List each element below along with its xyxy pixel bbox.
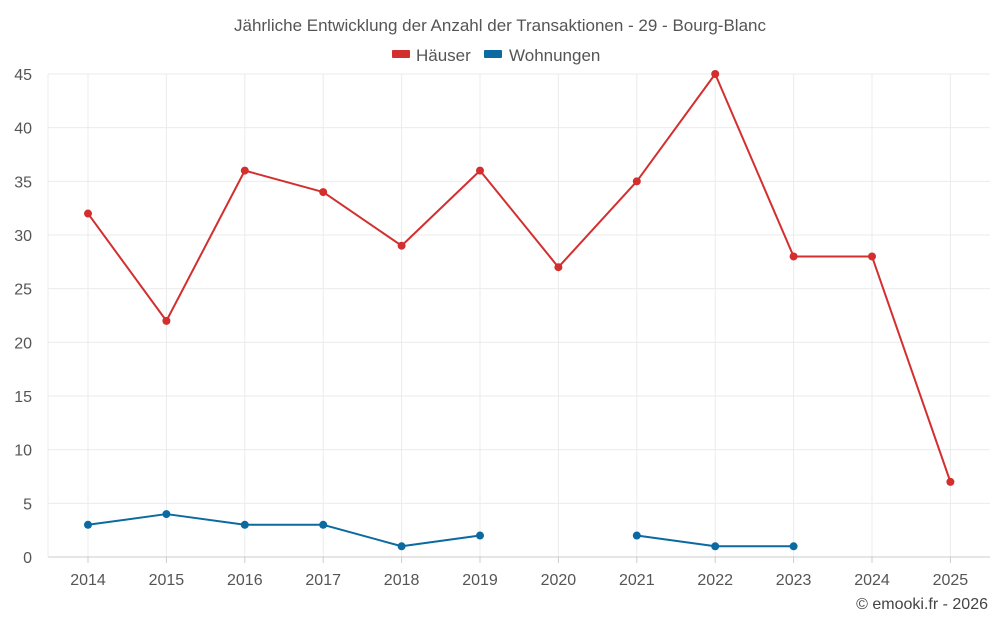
- y-tick-label: 40: [14, 121, 32, 138]
- data-point-wohnungen[interactable]: [162, 510, 171, 519]
- data-point-haeuser[interactable]: [319, 188, 328, 197]
- series: [84, 70, 955, 551]
- legend-item-wohnungen[interactable]: Wohnungen: [484, 46, 600, 65]
- chart-title: Jährliche Entwicklung der Anzahl der Tra…: [234, 16, 767, 35]
- x-tick-label: 2023: [776, 572, 812, 589]
- credit-text: © emooki.fr - 2026: [856, 596, 988, 613]
- y-tick-label: 5: [23, 496, 32, 513]
- data-point-wohnungen[interactable]: [632, 531, 641, 540]
- legend-swatch-wohnungen: [484, 50, 502, 58]
- data-point-wohnungen[interactable]: [711, 542, 720, 551]
- data-point-haeuser[interactable]: [946, 477, 955, 486]
- x-tick-label: 2015: [149, 572, 185, 589]
- legend-label-haeuser: Häuser: [416, 46, 471, 65]
- y-tick-label: 0: [23, 550, 32, 567]
- data-point-haeuser[interactable]: [554, 263, 563, 272]
- data-point-wohnungen[interactable]: [240, 520, 249, 529]
- y-tick-label: 25: [14, 282, 32, 299]
- data-point-wohnungen[interactable]: [789, 542, 798, 551]
- y-tick-label: 15: [14, 389, 32, 406]
- x-tick-label: 2018: [384, 572, 420, 589]
- data-point-haeuser[interactable]: [868, 252, 876, 261]
- data-point-haeuser[interactable]: [162, 316, 171, 325]
- x-tick-label: 2022: [697, 572, 733, 589]
- data-point-haeuser[interactable]: [789, 252, 798, 261]
- data-point-wohnungen[interactable]: [319, 520, 328, 529]
- legend-swatch-haeuser: [392, 50, 410, 58]
- data-point-haeuser[interactable]: [632, 177, 641, 186]
- x-tick-label: 2014: [70, 572, 106, 589]
- y-tick-label: 20: [14, 335, 32, 352]
- data-point-wohnungen[interactable]: [476, 531, 484, 540]
- x-tick-label: 2025: [933, 572, 969, 589]
- series-haeuser: [84, 70, 955, 486]
- data-point-haeuser[interactable]: [397, 241, 406, 250]
- data-point-haeuser[interactable]: [240, 166, 249, 175]
- x-tick-label: 2021: [619, 572, 655, 589]
- y-tick-label: 30: [14, 228, 32, 245]
- series-wohnungen: [84, 510, 798, 551]
- data-point-wohnungen[interactable]: [84, 520, 92, 529]
- x-tick-label: 2020: [541, 572, 577, 589]
- x-tick-label: 2024: [854, 572, 890, 589]
- x-tick-label: 2019: [462, 572, 498, 589]
- data-point-haeuser[interactable]: [476, 166, 484, 175]
- data-point-wohnungen[interactable]: [397, 542, 406, 551]
- x-tick-label: 2016: [227, 572, 263, 589]
- y-tick-label: 45: [14, 67, 32, 84]
- x-tick-label: 2017: [305, 572, 341, 589]
- series-line-haeuser: [87, 73, 952, 483]
- legend-item-haeuser[interactable]: Häuser: [392, 46, 471, 65]
- y-tick-label: 10: [14, 443, 32, 460]
- legend: Häuser Wohnungen: [392, 46, 600, 65]
- y-tick-label: 35: [14, 174, 32, 191]
- legend-label-wohnungen: Wohnungen: [509, 46, 600, 65]
- data-point-haeuser[interactable]: [711, 70, 720, 78]
- series-line-wohnungen: [87, 513, 481, 548]
- data-point-haeuser[interactable]: [84, 209, 92, 218]
- grid: [48, 73, 990, 557]
